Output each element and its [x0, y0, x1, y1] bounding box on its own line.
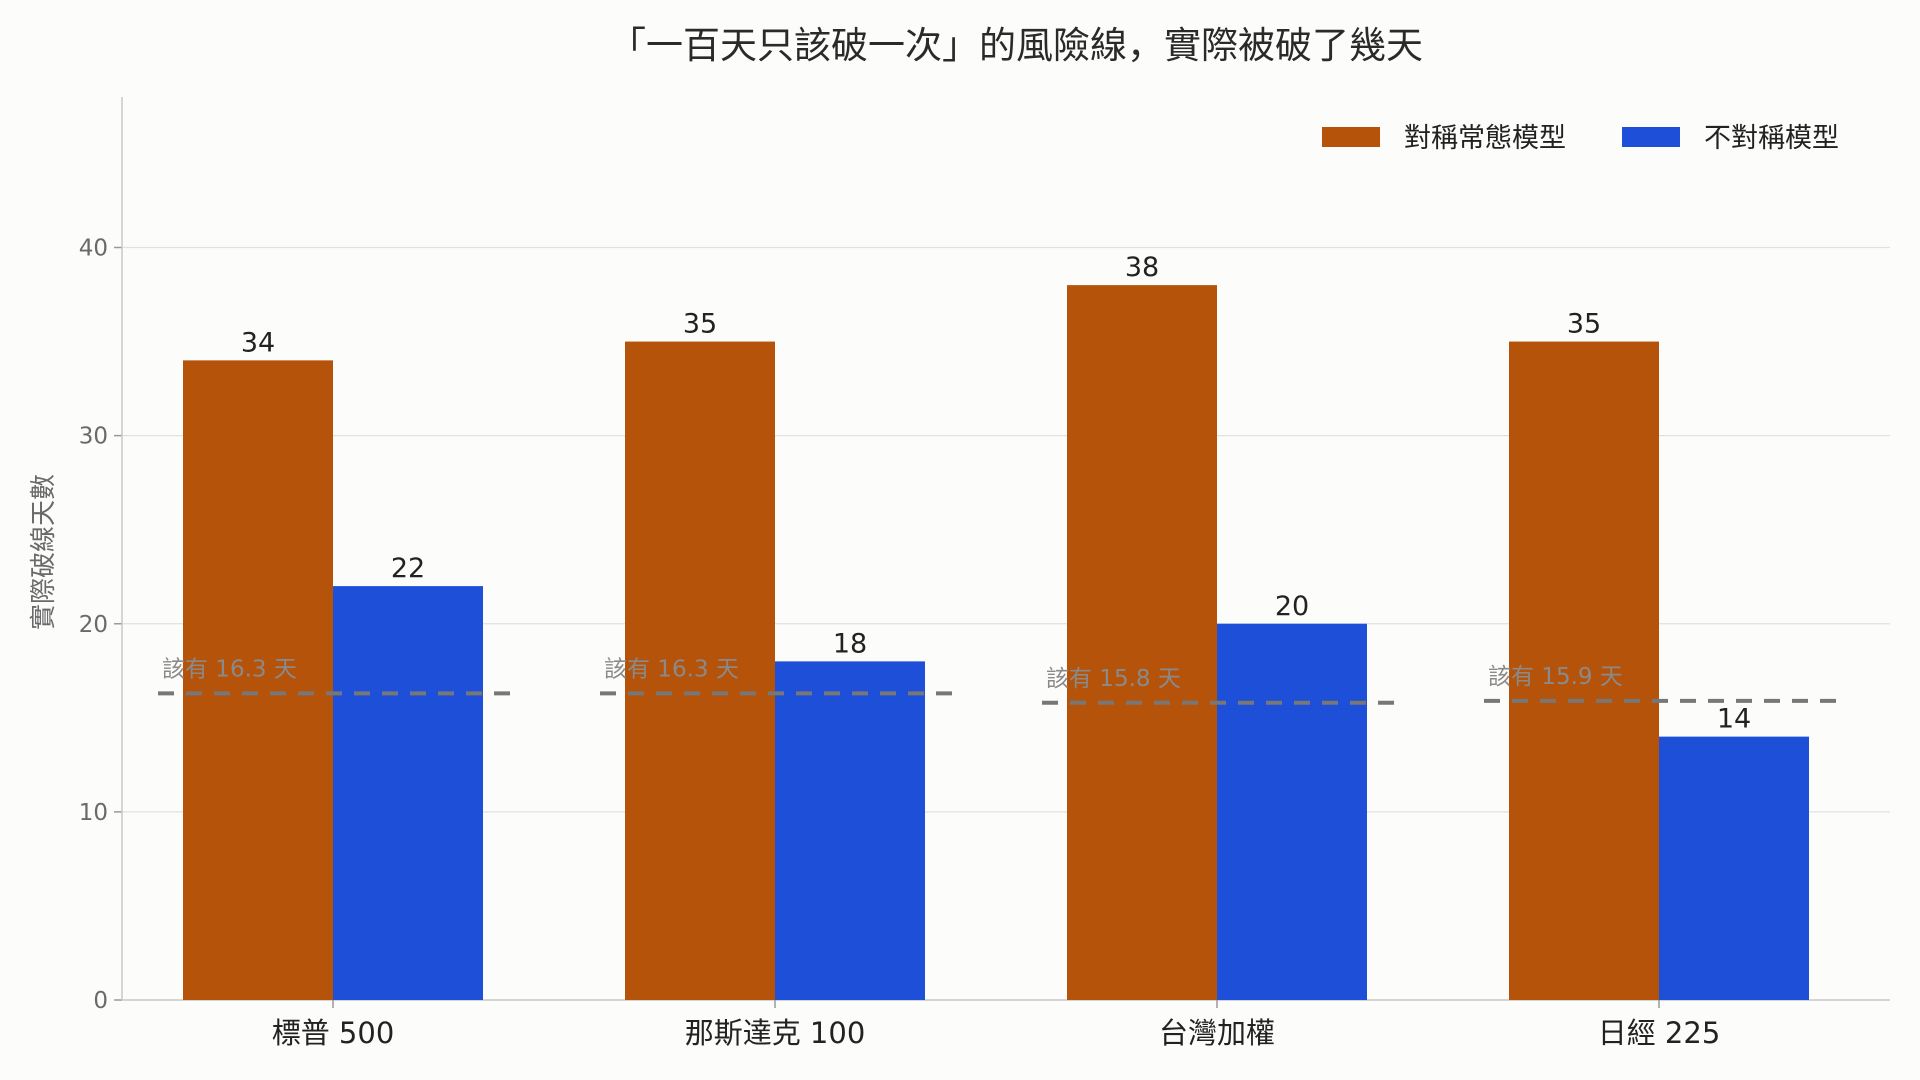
data-label: 20	[1275, 591, 1309, 622]
bar	[625, 341, 775, 1000]
data-label: 38	[1125, 252, 1159, 283]
bar	[1659, 736, 1809, 1000]
x-tick-label: 日經 225	[1598, 1016, 1721, 1050]
data-label: 14	[1717, 704, 1751, 735]
y-axis-label: 實際破線天數	[29, 474, 59, 630]
y-tick-label: 30	[79, 424, 108, 450]
value-labels: 34 22 35 18 38 20 35 14	[241, 252, 1751, 735]
x-tick-label: 那斯達克 100	[685, 1016, 866, 1050]
chart-title: 「一百天只該破一次」的風險線，實際被破了幾天	[609, 24, 1423, 67]
bar	[1509, 341, 1659, 1000]
data-label: 18	[833, 628, 867, 659]
bar	[1217, 623, 1367, 1000]
bar	[775, 661, 925, 1000]
data-label: 22	[391, 553, 425, 584]
legend-swatch	[1322, 127, 1380, 147]
y-tick-label: 40	[79, 236, 108, 262]
expected-label: 該有 16.3 天	[162, 656, 297, 682]
bar	[1067, 285, 1217, 1000]
legend-swatch	[1622, 127, 1680, 147]
y-tick-label: 10	[79, 800, 108, 826]
legend-label: 對稱常態模型	[1404, 123, 1566, 154]
bars	[183, 285, 1809, 1000]
legend: 對稱常態模型 不對稱模型	[1322, 123, 1839, 154]
bar	[183, 360, 333, 1000]
expected-label: 該有 16.3 天	[604, 656, 739, 682]
x-tick-label: 台灣加權	[1159, 1016, 1275, 1050]
y-tick-label: 0	[93, 988, 108, 1014]
bar	[333, 586, 483, 1000]
expected-label: 該有 15.8 天	[1046, 666, 1181, 692]
legend-label: 不對稱模型	[1704, 123, 1839, 154]
data-label: 34	[241, 327, 275, 358]
expected-label: 該有 15.9 天	[1488, 664, 1623, 690]
data-label: 35	[683, 309, 717, 340]
y-tick-label: 20	[79, 612, 108, 638]
x-tick-label: 標普 500	[272, 1016, 395, 1050]
expected-lines: 該有 16.3 天 該有 16.3 天 該有 15.8 天 該有 15.9 天	[158, 656, 1839, 705]
data-label: 35	[1567, 309, 1601, 340]
